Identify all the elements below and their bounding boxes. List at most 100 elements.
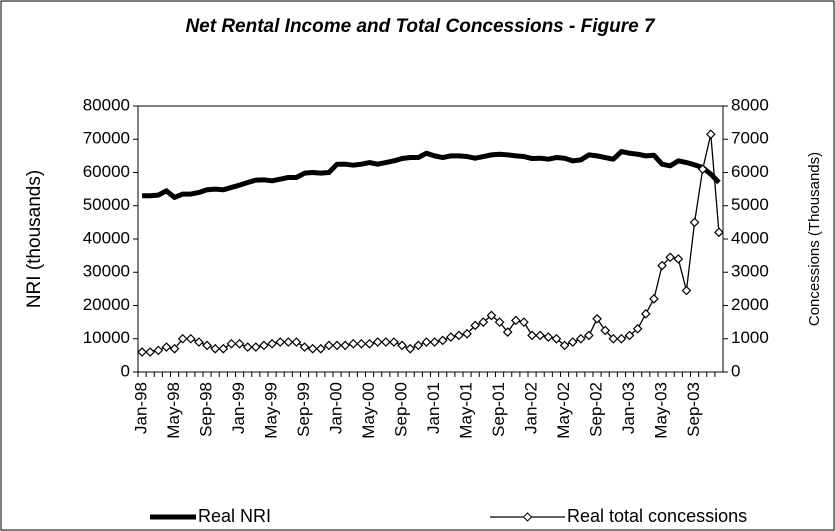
series-marker	[575, 333, 586, 344]
series-marker	[640, 308, 651, 319]
series-marker	[584, 330, 594, 341]
series-marker	[502, 327, 513, 337]
series-marker	[494, 317, 505, 327]
series-marker	[705, 129, 716, 140]
series-marker	[299, 342, 310, 352]
x-tick-label: Sep-99	[294, 382, 313, 437]
y-tick-label: 60000	[83, 162, 130, 181]
series-marker	[161, 342, 172, 352]
x-tick-label: Jan-98	[132, 382, 151, 434]
series-marker	[559, 340, 570, 351]
y2-tick-label: 6000	[731, 162, 769, 181]
series-marker	[535, 330, 546, 341]
series-marker	[291, 337, 302, 347]
y-tick-label: 20000	[83, 295, 130, 314]
series-marker	[194, 337, 204, 347]
y2-tick-label: 5000	[731, 195, 769, 214]
legend-marker	[522, 512, 533, 522]
y2-tick-label: 2000	[731, 295, 769, 314]
y-tick-label: 50000	[83, 195, 130, 214]
series-marker	[202, 340, 212, 351]
series-marker	[624, 330, 635, 341]
series-marker	[413, 340, 424, 351]
series-marker	[177, 333, 188, 344]
series-marker	[275, 337, 286, 347]
y-tick-label: 0	[121, 361, 130, 380]
x-tick-label: May-02	[554, 382, 573, 439]
series-marker	[226, 338, 237, 349]
series-marker	[600, 325, 611, 336]
series-marker	[348, 338, 359, 349]
series-marker	[185, 333, 196, 344]
series-marker	[210, 343, 221, 354]
series-marker	[137, 347, 147, 357]
chart-title: Net Rental Income and Total Concessions …	[185, 16, 656, 37]
series-marker	[454, 330, 464, 341]
series-marker	[145, 347, 156, 357]
series-line	[142, 149, 721, 200]
x-tick-label: May-98	[164, 382, 183, 439]
x-tick-label: May-99	[262, 382, 281, 439]
x-tick-label: Jan-99	[229, 382, 248, 434]
series-marker	[332, 340, 342, 351]
series-marker	[364, 338, 375, 349]
series-marker	[421, 337, 432, 347]
series-marker	[340, 340, 351, 351]
x-tick-label: Jan-02	[522, 382, 541, 434]
series-marker	[389, 337, 399, 347]
y2-tick-label: 0	[731, 361, 740, 380]
series-marker	[259, 340, 269, 351]
y-tick-label: 30000	[83, 262, 130, 281]
series-marker	[510, 315, 521, 326]
series-marker	[405, 343, 416, 354]
series-marker	[169, 343, 180, 354]
series-marker	[665, 252, 676, 263]
x-tick-label: Sep-98	[197, 382, 216, 437]
legend-label: Real total concessions	[567, 506, 747, 526]
x-tick-label: Jan-00	[327, 382, 346, 434]
series-marker	[519, 317, 529, 327]
x-tick-label: Sep-02	[587, 382, 606, 437]
series-marker	[567, 337, 578, 347]
y-tick-label: 40000	[83, 228, 130, 247]
x-tick-label: May-00	[359, 382, 378, 439]
legend-label: Real NRI	[198, 506, 271, 526]
series-marker	[478, 317, 489, 327]
series-marker	[543, 332, 554, 342]
series-marker	[608, 333, 619, 344]
series-marker	[283, 337, 294, 347]
series-marker	[689, 217, 700, 228]
series-marker	[714, 227, 724, 238]
series-marker	[153, 345, 164, 356]
x-tick-label: Jan-01	[424, 382, 443, 434]
series-marker	[445, 332, 456, 342]
series-marker	[437, 335, 448, 346]
y-tick-label: 80000	[83, 95, 130, 114]
series-marker	[649, 294, 659, 304]
series-marker	[242, 342, 253, 352]
y2-tick-label: 1000	[731, 328, 769, 347]
x-tick-label: Sep-00	[392, 382, 411, 437]
y2-tick-label: 4000	[731, 228, 769, 247]
series-marker	[527, 330, 537, 341]
series-marker	[380, 337, 391, 347]
series-marker	[486, 310, 497, 321]
x-tick-label: Jan-03	[619, 382, 638, 434]
series-marker	[616, 333, 627, 344]
x-tick-label: May-01	[457, 382, 476, 439]
y-tick-label: 10000	[83, 328, 130, 347]
series-marker	[372, 337, 383, 347]
series-marker	[429, 337, 440, 347]
series-marker	[592, 313, 602, 324]
x-tick-label: May-03	[652, 382, 671, 439]
series-marker	[324, 340, 334, 351]
series-marker	[673, 254, 684, 264]
series-marker	[397, 340, 407, 351]
series-marker	[267, 338, 277, 349]
y-tick-label: 70000	[83, 129, 130, 148]
series-marker	[250, 342, 261, 352]
y2-tick-label: 7000	[731, 129, 769, 148]
